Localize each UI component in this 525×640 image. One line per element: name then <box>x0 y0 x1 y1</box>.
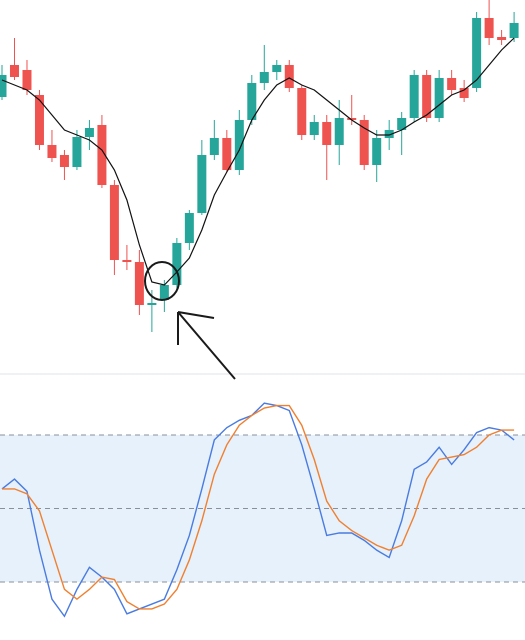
line <box>1 37 515 286</box>
candle-body <box>209 138 219 155</box>
candle-body <box>172 243 182 285</box>
candle-body <box>0 75 7 97</box>
candle-body <box>447 78 457 90</box>
candle-body <box>22 70 32 90</box>
candle-body <box>47 145 57 158</box>
arrow-head <box>177 311 215 319</box>
candle-body <box>59 155 69 167</box>
candle-body <box>372 138 382 165</box>
candle-body <box>9 65 19 77</box>
candle-body <box>459 88 469 98</box>
candle-body <box>247 83 257 120</box>
candle-body <box>97 125 107 185</box>
candle-body <box>434 78 444 118</box>
candle-body <box>472 18 482 88</box>
candle-body <box>484 18 494 38</box>
candle-body <box>384 130 394 138</box>
candle-body <box>84 128 94 137</box>
candle-body <box>234 120 244 170</box>
candle-body <box>197 155 207 213</box>
candle-body <box>134 262 144 305</box>
candle-body <box>272 65 282 72</box>
candle-body <box>422 75 432 118</box>
arrow-shaft <box>177 311 236 380</box>
annotation <box>144 261 236 380</box>
price-pane <box>0 0 519 332</box>
candle-body <box>397 118 407 130</box>
candle-body <box>72 137 82 167</box>
candle-body <box>409 75 419 118</box>
candle-body <box>509 23 519 38</box>
candle-body <box>297 88 307 135</box>
candle-body <box>147 303 157 305</box>
candle-body <box>309 122 319 135</box>
candle-body <box>259 72 269 83</box>
candle-body <box>159 285 169 300</box>
candle-body <box>322 122 332 145</box>
candle-body <box>334 118 344 145</box>
candle-body <box>497 37 507 40</box>
candle-body <box>122 260 132 262</box>
candle-body <box>222 138 232 170</box>
candle-body <box>34 95 44 145</box>
candle-body <box>359 120 369 165</box>
candle-body <box>284 65 294 88</box>
candle-body <box>347 118 357 120</box>
candle-body <box>109 185 119 260</box>
line <box>1 402 515 618</box>
oscillator-pane <box>0 402 525 618</box>
candle-body <box>184 213 194 243</box>
highlight-circle <box>144 261 180 301</box>
line <box>2 404 515 610</box>
